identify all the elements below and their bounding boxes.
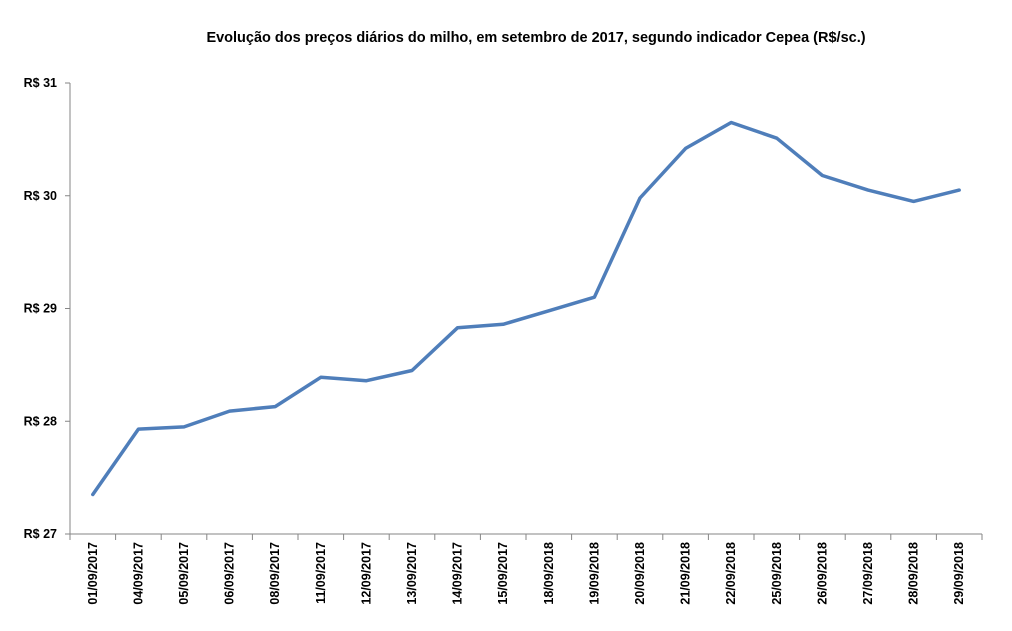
x-tick-label: 15/09/2017 [496, 542, 510, 605]
x-tick-label: 05/09/2017 [177, 542, 191, 605]
data-point [183, 425, 186, 428]
x-tick-label: 08/09/2017 [268, 542, 282, 605]
x-tick-label: 04/09/2017 [131, 542, 145, 605]
data-point [684, 147, 687, 150]
data-point [228, 410, 231, 413]
x-tick-label: 29/09/2018 [952, 542, 966, 605]
y-tick-label: R$ 29 [24, 302, 57, 316]
x-tick-label: 13/09/2017 [405, 542, 419, 605]
x-tick-label: 26/09/2018 [815, 542, 829, 605]
y-tick-label: R$ 30 [24, 189, 57, 203]
x-tick-label: 21/09/2018 [679, 542, 693, 605]
data-point [867, 189, 870, 192]
data-point [593, 296, 596, 299]
y-tick-label: R$ 28 [24, 414, 57, 428]
x-tick-label: 11/09/2017 [314, 542, 328, 604]
x-tick-label: 14/09/2017 [451, 542, 465, 605]
x-axis-ticks: 01/09/2017 04/09/2017 05/09/2017 06/09/2017… [69, 534, 983, 605]
chart-axes [69, 83, 982, 535]
x-tick-label: 12/09/2017 [359, 542, 373, 605]
x-tick-label: 22/09/2018 [724, 542, 738, 605]
x-tick-label: 18/09/2018 [542, 542, 556, 605]
data-point [912, 200, 915, 203]
data-point [821, 174, 824, 177]
data-point [91, 493, 94, 496]
data-point [456, 326, 459, 329]
data-point [639, 197, 642, 200]
x-tick-label: 25/09/2018 [770, 542, 784, 605]
series-line [91, 120, 961, 497]
y-tick-label: R$ 31 [24, 76, 57, 90]
y-axis-ticks: R$ 27 R$ 28 R$ 29 R$ 30 R$ 31 [24, 76, 70, 541]
data-point [775, 137, 778, 140]
x-tick-label: 06/09/2017 [223, 542, 237, 605]
y-tick-label: R$ 27 [24, 527, 57, 541]
series-group [91, 120, 961, 497]
chart-title: Evolução dos preços diários do milho, em… [206, 30, 866, 46]
data-point [365, 379, 368, 382]
data-point [730, 121, 733, 124]
x-tick-label: 01/09/2017 [86, 542, 100, 605]
data-point [274, 405, 277, 408]
data-point [411, 369, 414, 372]
x-tick-label: 27/09/2018 [861, 542, 875, 605]
data-point [958, 189, 961, 192]
x-tick-label: 28/09/2018 [907, 542, 921, 605]
data-point [547, 309, 550, 312]
data-point [502, 323, 505, 326]
data-point [319, 376, 322, 379]
data-point [137, 428, 140, 431]
x-tick-label: 20/09/2018 [633, 542, 647, 605]
x-tick-label: 19/09/2018 [587, 542, 601, 605]
